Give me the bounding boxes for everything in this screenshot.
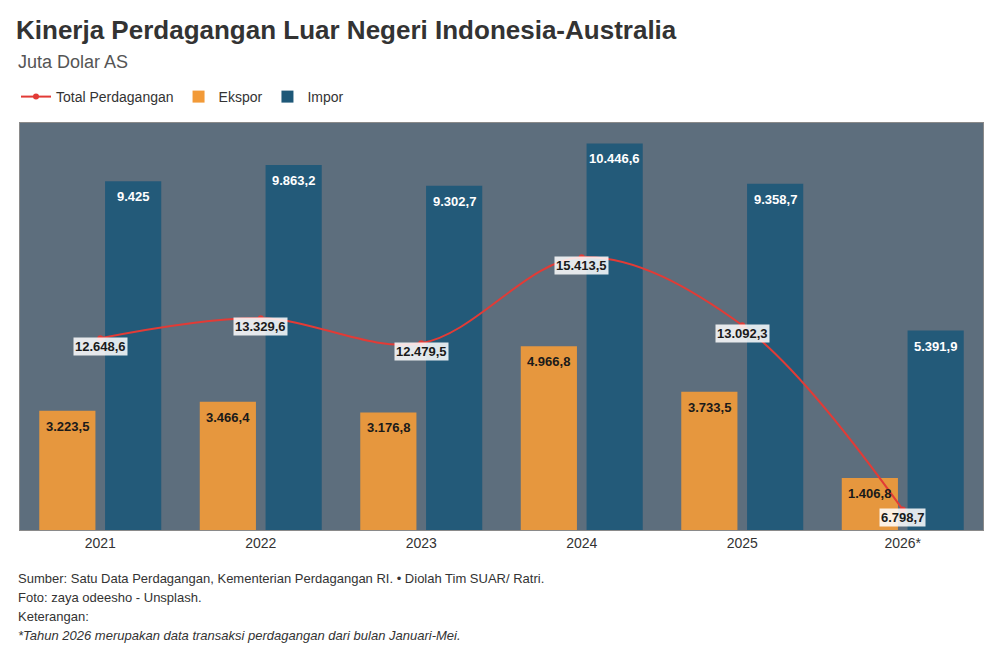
svg-text:15.413,5: 15.413,5 (556, 258, 607, 273)
svg-text:3.223,5: 3.223,5 (46, 419, 89, 434)
svg-text:2026*: 2026* (884, 535, 921, 551)
svg-text:Kinerja Perdagangan Luar Neger: Kinerja Perdagangan Luar Negeri Indonesi… (16, 15, 677, 45)
svg-text:2025: 2025 (727, 535, 758, 551)
svg-text:13.329,6: 13.329,6 (235, 319, 286, 334)
svg-text:3.733,5: 3.733,5 (688, 400, 731, 415)
svg-text:3.466,4: 3.466,4 (206, 410, 250, 425)
svg-text:9.302,7: 9.302,7 (433, 194, 476, 209)
svg-text:10.446,6: 10.446,6 (589, 151, 640, 166)
svg-text:Impor: Impor (307, 89, 343, 105)
svg-text:Ekspor: Ekspor (219, 89, 263, 105)
svg-text:13.092,3: 13.092,3 (717, 326, 768, 341)
svg-text:2022: 2022 (245, 535, 276, 551)
svg-text:2021: 2021 (85, 535, 116, 551)
svg-text:6.798,7: 6.798,7 (881, 510, 924, 525)
svg-text:Foto: zaya odeesho - Unsplash.: Foto: zaya odeesho - Unsplash. (18, 590, 202, 605)
svg-text:4.966,8: 4.966,8 (527, 354, 570, 369)
svg-text:1.406,8: 1.406,8 (848, 486, 891, 501)
svg-text:Juta Dolar AS: Juta Dolar AS (18, 52, 128, 72)
svg-text:Keterangan:: Keterangan: (18, 609, 89, 624)
svg-text:9.358,7: 9.358,7 (754, 192, 797, 207)
svg-text:3.176,8: 3.176,8 (367, 420, 410, 435)
svg-text:12.648,6: 12.648,6 (75, 339, 126, 354)
svg-text:2024: 2024 (566, 535, 597, 551)
svg-text:Total Perdagangan: Total Perdagangan (56, 89, 174, 105)
svg-text:Sumber: Satu Data Perdagangan,: Sumber: Satu Data Perdagangan, Kementeri… (18, 571, 544, 586)
svg-text:5.391,9: 5.391,9 (914, 339, 957, 354)
svg-text:9.863,2: 9.863,2 (272, 173, 315, 188)
svg-text:9.425: 9.425 (117, 189, 150, 204)
svg-text:*Tahun 2026 merupakan data tra: *Tahun 2026 merupakan data transaksi per… (18, 628, 461, 643)
svg-text:12.479,5: 12.479,5 (396, 344, 447, 359)
svg-text:2023: 2023 (406, 535, 437, 551)
